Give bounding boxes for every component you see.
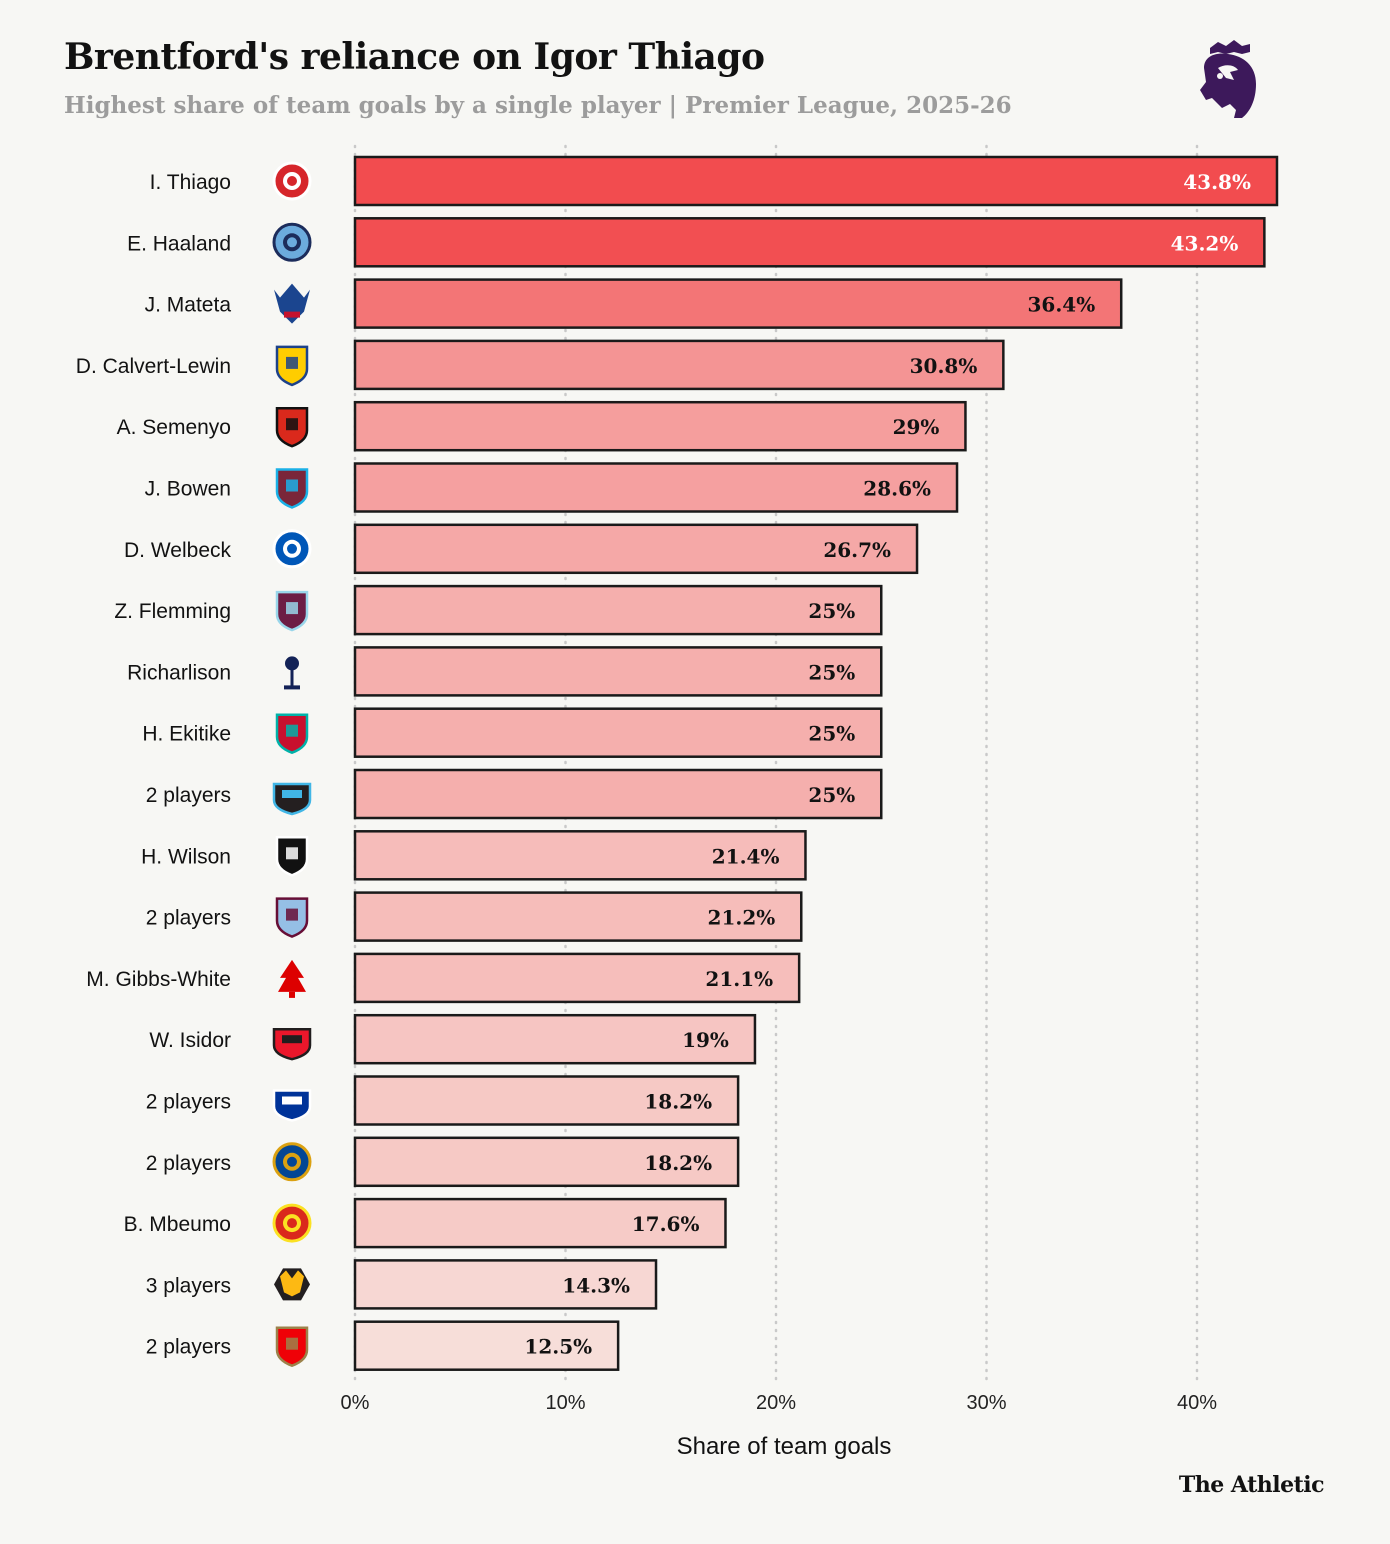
category-label: Richarlison xyxy=(127,661,231,684)
bar xyxy=(353,584,883,636)
category-label: E. Haaland xyxy=(127,232,231,255)
category-label: M. Gibbs-White xyxy=(86,968,231,991)
bar xyxy=(353,891,803,942)
bar xyxy=(353,952,801,1004)
chelsea-crest-icon xyxy=(272,1142,312,1182)
data-label: 25% xyxy=(808,783,855,807)
x-axis-label: Share of team goals xyxy=(677,1433,892,1460)
category-label: Z. Flemming xyxy=(114,600,231,623)
data-label: 30.8% xyxy=(910,354,978,378)
everton-crest-icon xyxy=(272,1089,312,1122)
bar xyxy=(353,400,967,452)
fulham-crest-icon xyxy=(275,836,309,877)
aston-villa-crest-icon xyxy=(275,897,309,938)
manchester-united-crest-icon xyxy=(272,1203,312,1243)
bar xyxy=(353,1320,620,1371)
data-label: 43.2% xyxy=(1171,231,1239,255)
data-label: 17.6% xyxy=(632,1212,700,1236)
data-label: 25% xyxy=(808,660,855,684)
sunderland-crest-icon xyxy=(272,1027,312,1061)
brand-wordmark: The Athletic xyxy=(1178,1472,1325,1498)
data-label: 25% xyxy=(808,722,855,746)
data-label: 28.6% xyxy=(863,477,931,501)
x-axis-ticks: 0% 10% 20% 30% 40% xyxy=(341,1392,1218,1414)
x-tick-label: 20% xyxy=(756,1392,796,1414)
category-label: 2 players xyxy=(146,1152,231,1175)
data-label: 25% xyxy=(808,599,855,623)
bar xyxy=(353,462,959,513)
category-label: 2 players xyxy=(146,907,231,930)
data-label: 21.4% xyxy=(712,844,780,868)
x-tick-label: 10% xyxy=(545,1392,585,1414)
x-tick-label: 30% xyxy=(966,1392,1006,1414)
data-label: 26.7% xyxy=(823,538,891,562)
west-ham-crest-icon xyxy=(275,468,309,509)
chart-title: Brentford's reliance on Igor Thiago xyxy=(64,36,765,78)
arsenal-crest-icon xyxy=(275,1326,309,1368)
manchester-city-crest-icon xyxy=(272,222,312,262)
bar xyxy=(353,1013,757,1065)
category-label: 2 players xyxy=(146,1091,231,1114)
bar xyxy=(353,278,1123,329)
bar xyxy=(353,523,919,575)
leeds-crest-icon xyxy=(275,345,309,387)
data-label: 21.1% xyxy=(705,967,773,991)
grid-lines xyxy=(353,144,1199,1382)
category-label: I. Thiago xyxy=(150,171,231,194)
bar xyxy=(353,1136,740,1188)
category-label: H. Ekitike xyxy=(142,723,231,746)
bar xyxy=(353,646,883,697)
bar xyxy=(353,1259,658,1310)
data-label: 36.4% xyxy=(1028,293,1096,317)
bar xyxy=(353,155,1279,207)
bar xyxy=(353,707,883,758)
category-label: B. Mbeumo xyxy=(124,1213,231,1236)
category-label: J. Mateta xyxy=(145,294,232,317)
category-label: 2 players xyxy=(146,1336,231,1359)
category-label: H. Wilson xyxy=(141,845,231,868)
crystal-palace-crest-icon xyxy=(274,283,310,324)
nottingham-forest-crest-icon xyxy=(278,959,306,998)
data-label: 18.2% xyxy=(644,1090,712,1114)
category-label: 2 players xyxy=(146,784,231,807)
bar xyxy=(353,339,1005,391)
newcastle-crest-icon xyxy=(272,782,312,816)
liverpool-crest-icon xyxy=(275,713,309,755)
bar xyxy=(353,217,1266,268)
data-label: 14.3% xyxy=(562,1273,630,1297)
category-label: D. Welbeck xyxy=(124,539,231,562)
bar xyxy=(353,830,807,881)
brentford-crest-icon xyxy=(272,161,312,201)
bar xyxy=(353,1075,740,1126)
chart-subtitle: Highest share of team goals by a single … xyxy=(64,92,1012,119)
category-label: 3 players xyxy=(146,1274,231,1297)
burnley-crest-icon xyxy=(275,590,309,632)
tottenham-crest-icon xyxy=(284,656,300,690)
x-tick-label: 0% xyxy=(341,1392,370,1414)
data-label: 18.2% xyxy=(644,1151,712,1175)
data-label: 12.5% xyxy=(524,1335,592,1359)
bournemouth-crest-icon xyxy=(275,406,309,448)
club-crests xyxy=(272,161,312,1368)
data-label: 21.2% xyxy=(708,906,776,930)
premier-league-lion-icon xyxy=(1200,40,1256,118)
category-label: A. Semenyo xyxy=(117,416,231,439)
bars: 43.8% 43.2% 36.4% 30.8% 29% 28.6% 26.7% 25% 25% 2… xyxy=(353,155,1279,1371)
brighton-crest-icon xyxy=(272,529,312,569)
data-label: 43.8% xyxy=(1183,170,1251,194)
category-label: J. Bowen xyxy=(145,478,231,501)
category-label: W. Isidor xyxy=(149,1029,231,1052)
x-tick-label: 40% xyxy=(1177,1392,1217,1414)
data-label: 29% xyxy=(893,415,940,439)
bar xyxy=(353,768,883,820)
data-label: 19% xyxy=(682,1028,729,1052)
category-label: D. Calvert-Lewin xyxy=(76,355,231,378)
category-labels: I. Thiago E. Haaland J. Mateta D. Calvert-L… xyxy=(76,171,232,1359)
bar xyxy=(353,1197,727,1249)
wolves-crest-icon xyxy=(274,1268,310,1301)
